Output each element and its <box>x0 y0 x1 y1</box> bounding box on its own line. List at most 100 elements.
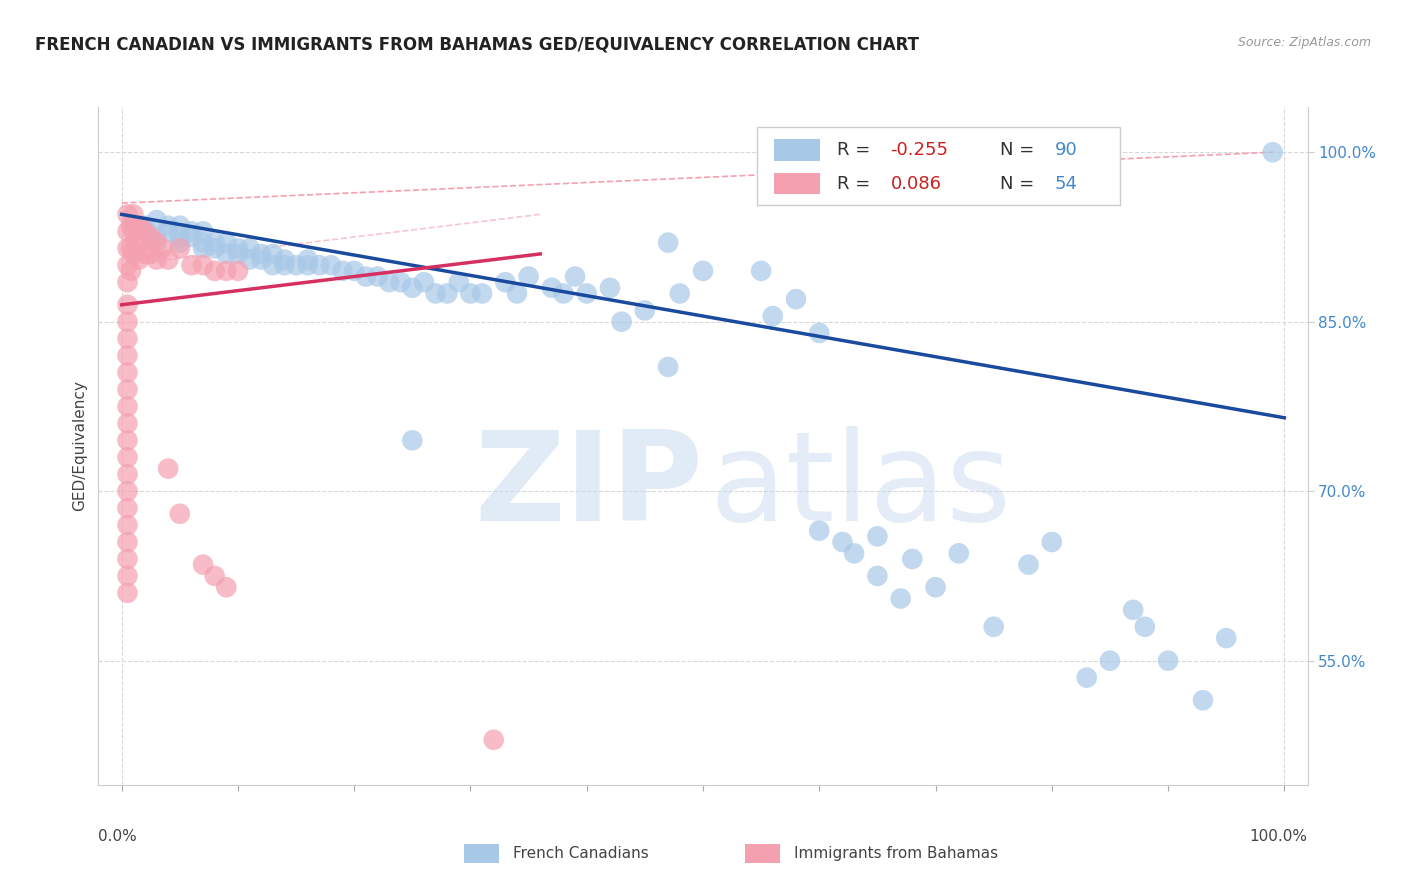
Point <box>117 400 139 414</box>
FancyBboxPatch shape <box>758 128 1121 205</box>
Point <box>460 286 482 301</box>
Point <box>575 286 598 301</box>
Point <box>1261 145 1284 160</box>
Point <box>117 434 139 448</box>
Point <box>785 292 807 306</box>
Text: N =: N = <box>1001 175 1040 193</box>
Point <box>226 247 249 261</box>
Point <box>634 303 657 318</box>
Point <box>120 219 142 233</box>
Point <box>494 275 516 289</box>
Text: atlas: atlas <box>709 426 1011 547</box>
Point <box>401 434 423 448</box>
Point <box>117 569 139 583</box>
Point <box>447 275 470 289</box>
Point <box>157 224 180 238</box>
Point <box>226 241 249 255</box>
Point <box>564 269 586 284</box>
Text: Immigrants from Bahamas: Immigrants from Bahamas <box>794 847 998 861</box>
Point <box>983 620 1005 634</box>
Text: N =: N = <box>1001 141 1040 159</box>
Point <box>1215 631 1237 645</box>
Point <box>157 219 180 233</box>
Point <box>901 552 924 566</box>
Point <box>191 224 214 238</box>
Point <box>366 269 388 284</box>
Bar <box>775 173 820 194</box>
Point <box>319 258 342 272</box>
Point <box>332 264 354 278</box>
Point <box>948 546 970 560</box>
Point <box>401 281 423 295</box>
Point <box>1040 535 1063 549</box>
Point <box>924 580 946 594</box>
Point <box>117 518 139 533</box>
Point <box>169 241 191 255</box>
Point <box>297 252 319 267</box>
Point <box>180 230 202 244</box>
Point <box>436 286 458 301</box>
Point <box>389 275 412 289</box>
Text: FRENCH CANADIAN VS IMMIGRANTS FROM BAHAMAS GED/EQUIVALENCY CORRELATION CHART: FRENCH CANADIAN VS IMMIGRANTS FROM BAHAM… <box>35 36 920 54</box>
Point <box>1157 654 1180 668</box>
Point <box>117 484 139 499</box>
Point <box>117 275 139 289</box>
Point <box>117 450 139 465</box>
Point <box>354 269 377 284</box>
Point <box>157 461 180 475</box>
Point <box>117 383 139 397</box>
Text: 100.0%: 100.0% <box>1250 829 1308 844</box>
Bar <box>775 139 820 161</box>
Point <box>668 286 690 301</box>
Point <box>117 349 139 363</box>
Point <box>169 230 191 244</box>
Point <box>191 258 214 272</box>
Point <box>610 315 633 329</box>
Point <box>749 264 772 278</box>
Point <box>117 552 139 566</box>
Point <box>1018 558 1040 572</box>
Point <box>471 286 494 301</box>
Text: 54: 54 <box>1054 175 1078 193</box>
Point <box>1098 654 1121 668</box>
Point <box>117 224 139 238</box>
Point <box>122 207 145 221</box>
Point <box>204 569 226 583</box>
Point <box>191 241 214 255</box>
Point <box>150 241 173 255</box>
Point <box>250 252 273 267</box>
Point <box>297 258 319 272</box>
Point <box>169 235 191 250</box>
Point <box>128 252 150 267</box>
Point <box>204 235 226 250</box>
Point <box>117 332 139 346</box>
Text: Source: ZipAtlas.com: Source: ZipAtlas.com <box>1237 36 1371 49</box>
Point <box>134 224 156 238</box>
Point <box>1133 620 1156 634</box>
Point <box>145 230 167 244</box>
Point <box>425 286 447 301</box>
Point <box>599 281 621 295</box>
Point <box>117 467 139 482</box>
Point <box>215 247 238 261</box>
Text: 90: 90 <box>1054 141 1077 159</box>
Point <box>117 417 139 431</box>
Point <box>169 219 191 233</box>
Point <box>273 258 295 272</box>
Point <box>128 235 150 250</box>
Point <box>120 241 142 255</box>
Point <box>540 281 562 295</box>
Point <box>215 264 238 278</box>
Text: French Canadians: French Canadians <box>513 847 650 861</box>
Point <box>204 264 226 278</box>
Point <box>239 241 262 255</box>
Point <box>139 247 162 261</box>
Point <box>657 359 679 374</box>
Point <box>180 258 202 272</box>
Point <box>124 235 146 250</box>
Point <box>117 298 139 312</box>
Point <box>308 258 330 272</box>
Point <box>553 286 575 301</box>
Point <box>128 219 150 233</box>
Point <box>157 252 180 267</box>
